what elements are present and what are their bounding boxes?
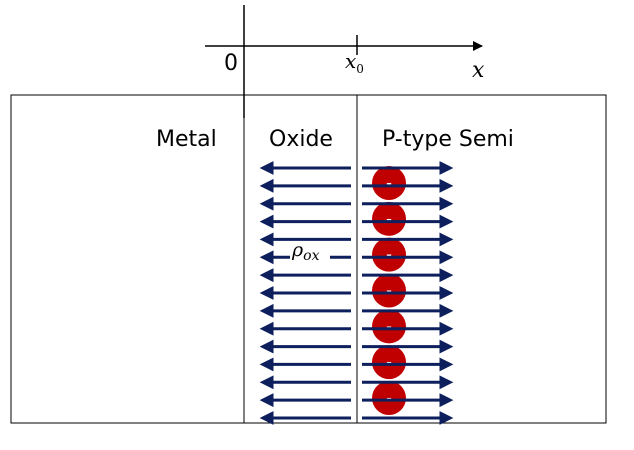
oxide-field-arrow: [259, 161, 351, 175]
rho-symbol: ρ: [291, 239, 304, 261]
semi-field-arrow: [362, 321, 454, 336]
acceptor-ion: [372, 345, 406, 380]
semi-field-arrow: [362, 393, 454, 408]
oxide-label: Oxide: [269, 127, 333, 152]
oxide-field-arrow: [259, 268, 351, 283]
oxide-field-arrow: [259, 375, 351, 390]
oxide-field-arrow: [259, 196, 351, 211]
semi-field-arrow: [362, 268, 454, 283]
oxide-field-arrow: [259, 303, 351, 318]
semi-field-arrow: [362, 286, 454, 300]
oxide-field-arrow: [259, 411, 351, 425]
device-outline: [10, 94, 607, 424]
semi-field-arrow: [362, 196, 454, 211]
oxide-field-arrow: [259, 339, 351, 354]
oxide-charge-label-bg: [290, 241, 330, 263]
semi-label: P-type Semi: [382, 127, 514, 152]
rho-ox-text: ρox: [291, 239, 320, 264]
semi-field-arrow: [362, 411, 454, 425]
oxide-field-arrow: [259, 321, 351, 336]
x0-label: x0: [345, 49, 364, 76]
semi-field-arrow: [362, 339, 454, 354]
oxide-field-arrow: [259, 214, 351, 229]
semi-field-arrow: [362, 214, 454, 229]
electric-field-arrows: [259, 161, 351, 425]
oxide-field-arrow: [259, 232, 351, 247]
acceptor-ion: [372, 309, 406, 344]
ion-charge-sign: -: [386, 212, 392, 228]
ion-charge-sign: -: [386, 176, 392, 192]
oxide-field-arrow: [259, 357, 351, 372]
oxide-charge-label: ρox: [290, 239, 330, 264]
acceptor-ion: [372, 273, 406, 308]
semi-field-arrow: [362, 303, 454, 318]
x-axis-label: x: [472, 58, 485, 83]
semi-field-arrow: [362, 232, 454, 247]
semi-field-arrow: [362, 161, 454, 175]
semi-field-arrow: [362, 357, 454, 372]
rho-subscript: ox: [303, 248, 319, 264]
x0-subscript: 0: [356, 62, 364, 76]
acceptor-ions: -------: [362, 161, 454, 425]
coordinate-axis: 0 x0 x: [205, 5, 485, 118]
oxide-field-arrow: [259, 286, 351, 300]
ion-charge-sign: -: [386, 248, 392, 264]
semi-field-arrow: [362, 178, 454, 193]
acceptor-ion: [372, 166, 406, 200]
oxide-field-arrow: [259, 178, 351, 193]
acceptor-ion: [372, 237, 406, 272]
acceptor-ion: [372, 381, 406, 415]
acceptor-ion: [372, 201, 406, 236]
origin-label: 0: [224, 51, 238, 76]
metal-label: Metal: [156, 127, 217, 152]
oxide-field-arrow: [259, 393, 351, 408]
semi-field-arrow: [362, 250, 454, 265]
x0-base: x: [345, 49, 356, 73]
semi-field-arrow: [362, 375, 454, 390]
